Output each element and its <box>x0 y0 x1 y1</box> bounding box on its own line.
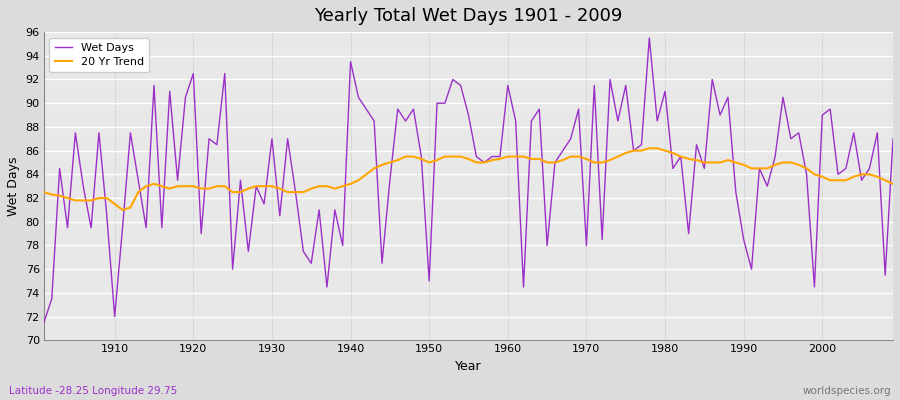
Wet Days <box>494 154 505 159</box>
Line: 20 Yr Trend: 20 Yr Trend <box>44 148 893 210</box>
Wet Days <box>321 284 332 289</box>
Y-axis label: Wet Days: Wet Days <box>7 156 20 216</box>
Text: worldspecies.org: worldspecies.org <box>803 386 891 396</box>
20 Yr Trend <box>502 154 513 159</box>
20 Yr Trend <box>283 190 293 194</box>
20 Yr Trend <box>510 154 521 159</box>
Wet Days <box>102 214 112 218</box>
Wet Days <box>887 136 898 141</box>
X-axis label: Year: Year <box>455 360 482 373</box>
Wet Days <box>597 237 608 242</box>
Line: Wet Days: Wet Days <box>44 38 893 322</box>
Wet Days <box>644 36 654 40</box>
20 Yr Trend <box>102 196 112 200</box>
Wet Days <box>39 320 50 325</box>
20 Yr Trend <box>644 146 654 151</box>
Title: Yearly Total Wet Days 1901 - 2009: Yearly Total Wet Days 1901 - 2009 <box>314 7 623 25</box>
20 Yr Trend <box>605 158 616 162</box>
20 Yr Trend <box>329 186 340 191</box>
Wet Days <box>274 214 285 218</box>
20 Yr Trend <box>887 182 898 186</box>
20 Yr Trend <box>117 208 128 212</box>
Legend: Wet Days, 20 Yr Trend: Wet Days, 20 Yr Trend <box>50 38 149 72</box>
20 Yr Trend <box>39 190 50 194</box>
Text: Latitude -28.25 Longitude 29.75: Latitude -28.25 Longitude 29.75 <box>9 386 177 396</box>
Wet Days <box>502 83 513 88</box>
